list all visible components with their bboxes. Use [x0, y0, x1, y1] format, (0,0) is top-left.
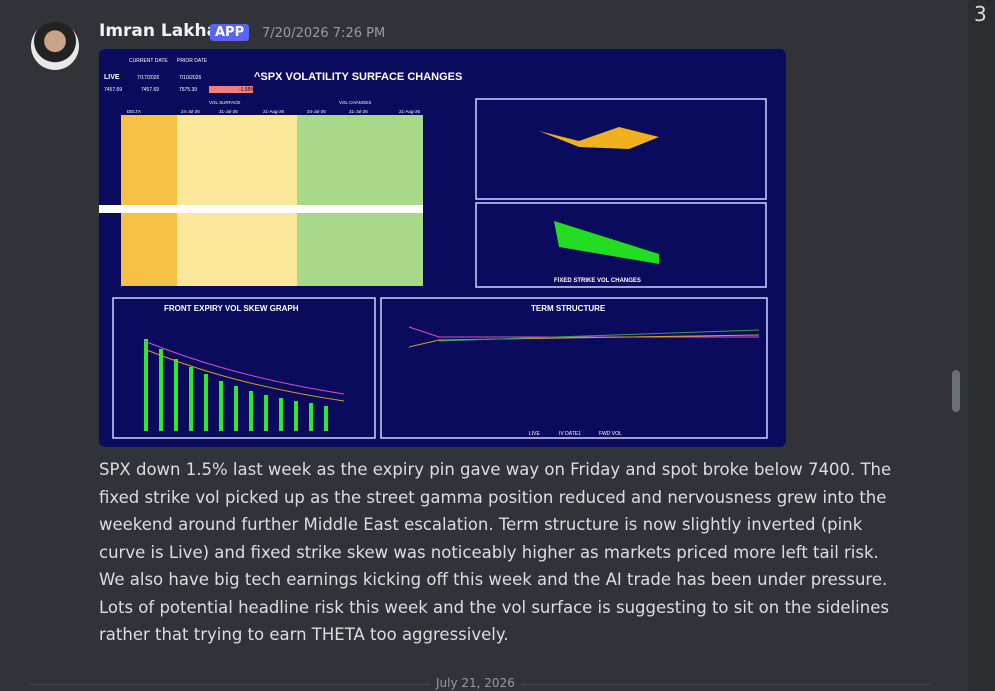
dashboard-title: ^SPX VOLATILITY SURFACE CHANGES	[254, 71, 462, 83]
label: VOL CHANGES	[339, 100, 371, 105]
message-line: rather that trying to earn THETA too agg…	[99, 625, 509, 644]
legend: LIVE	[529, 431, 541, 437]
label: 24-Jul-26	[307, 109, 326, 114]
legend: IV DATE1	[559, 431, 581, 437]
label: PRIOR DATE	[177, 58, 208, 64]
author[interactable]: Imran Lakha	[99, 21, 219, 41]
panel-title: FRONT EXPIRY VOL SKEW GRAPH	[164, 304, 299, 313]
timestamp: 7/20/2026 7:26 PM	[262, 26, 386, 41]
label: 7457.69	[104, 87, 122, 93]
label: LIVE	[104, 74, 120, 81]
label: 31-Jul-26	[349, 109, 368, 114]
label: 21-Aug-26	[263, 109, 285, 114]
label: CURRENT DATE	[129, 58, 168, 64]
app-badge: APP	[210, 24, 250, 41]
label: VOL SURFACE	[209, 100, 240, 105]
label: 7/10/2026	[179, 75, 201, 81]
message-line: weekend around further Middle East escal…	[99, 515, 863, 534]
panel-title: TERM STRUCTURE	[531, 304, 606, 313]
side-panel	[968, 0, 995, 691]
label: 24-Jul-26	[181, 109, 200, 114]
message-line: curve is Live) and fixed strike skew was…	[99, 543, 879, 562]
label: 21-Aug-26	[399, 109, 421, 114]
label: 7575.39	[179, 87, 197, 93]
dashboard-image[interactable]: CURRENT DATE PRIOR DATE LIVE 7/17/2026 7…	[99, 49, 786, 447]
label: 31-Jul-26	[219, 109, 238, 114]
message-line: Lots of potential headline risk this wee…	[99, 598, 889, 617]
legend: FWD VOL	[599, 431, 622, 437]
message-line: SPX down 1.5% last week as the expiry pi…	[99, 460, 892, 479]
avatar[interactable]	[31, 22, 79, 70]
date-divider: July 21, 2026	[430, 676, 521, 690]
label: -1.55%	[239, 87, 255, 93]
panel-title: FIXED STRIKE VOL CHANGES	[554, 278, 641, 284]
label: 7457.69	[141, 87, 159, 93]
message-line: fixed strike vol picked up as the street…	[99, 488, 887, 507]
message-line: We also have big tech earnings kicking o…	[99, 570, 888, 589]
label: DELTA	[127, 109, 141, 114]
scrollbar[interactable]	[952, 370, 960, 412]
side-digit: 3	[974, 2, 987, 26]
label: 7/17/2026	[137, 75, 159, 81]
